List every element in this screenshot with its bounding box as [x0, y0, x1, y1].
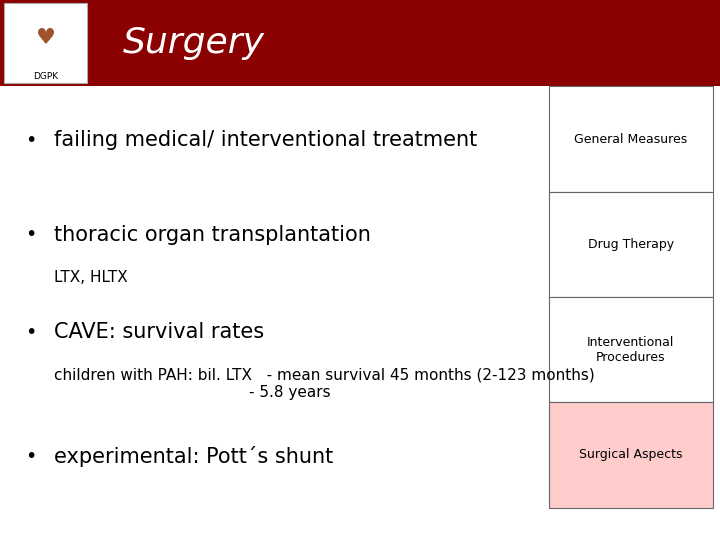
Bar: [549, 297, 713, 402]
Text: children with PAH: bil. LTX   - mean survival 45 months (2-123 months)
         : children with PAH: bil. LTX - mean survi…: [54, 367, 595, 400]
Text: •: •: [25, 131, 37, 150]
Text: •: •: [25, 322, 37, 342]
Text: failing medical/ interventional treatment: failing medical/ interventional treatmen…: [54, 130, 477, 151]
Text: LTX, HLTX: LTX, HLTX: [54, 270, 127, 285]
Bar: [4, 3, 87, 83]
Text: Surgery: Surgery: [122, 26, 264, 60]
Text: ♥: ♥: [36, 28, 55, 48]
Bar: [549, 86, 713, 192]
Text: •: •: [25, 225, 37, 245]
Text: thoracic organ transplantation: thoracic organ transplantation: [54, 225, 371, 245]
Text: Surgical Aspects: Surgical Aspects: [579, 448, 683, 462]
Text: CAVE: survival rates: CAVE: survival rates: [54, 322, 264, 342]
Text: DGPK: DGPK: [33, 72, 58, 81]
Text: •: •: [25, 447, 37, 466]
Text: General Measures: General Measures: [574, 132, 688, 146]
Bar: [0, 0, 720, 86]
Text: Drug Therapy: Drug Therapy: [588, 238, 674, 251]
Text: experimental: Pott´s shunt: experimental: Pott´s shunt: [54, 446, 333, 467]
Text: Interventional
Procedures: Interventional Procedures: [587, 336, 675, 363]
Bar: [549, 192, 713, 297]
Bar: [549, 402, 713, 508]
